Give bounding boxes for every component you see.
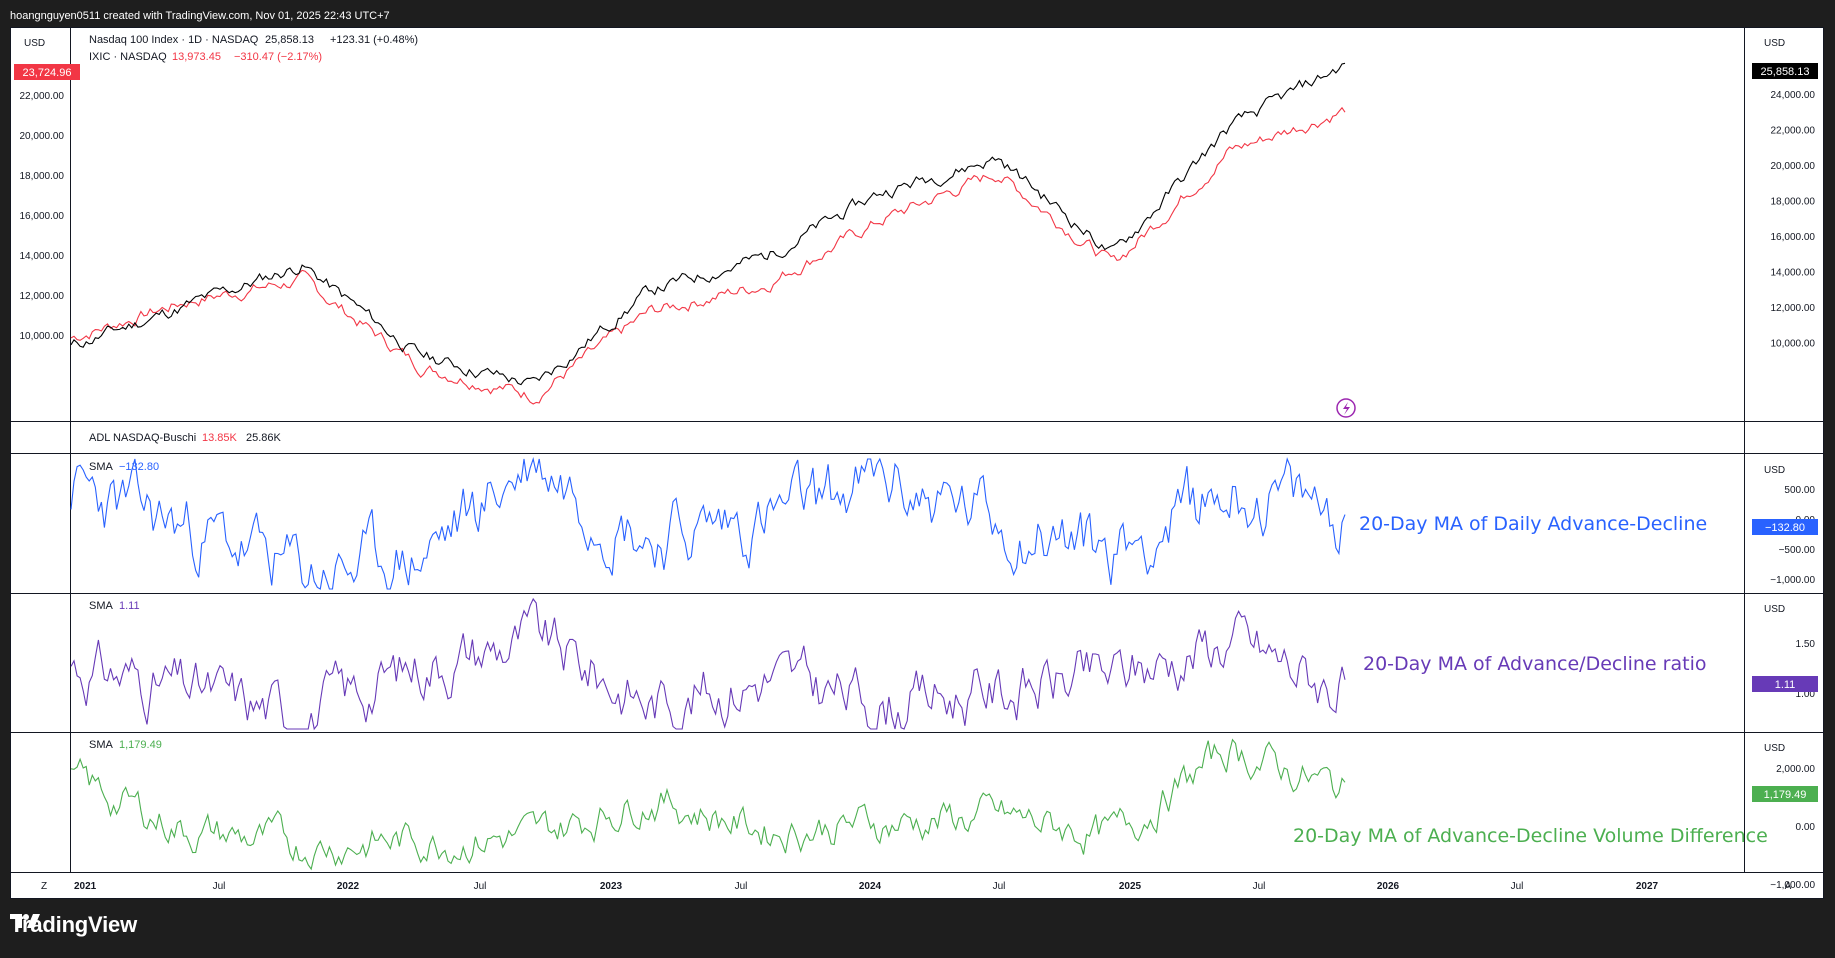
footer: TradingView [10, 912, 137, 938]
time-label-11: Jul [1511, 881, 1524, 892]
ndx-series-line [70, 62, 1346, 386]
time-label-9: Jul [1253, 881, 1266, 892]
ad-last-tag [1752, 519, 1818, 535]
ad-annotation: 20-Day MA of Daily Advance-Decline [1359, 513, 1707, 535]
adl-value-2: 25.86K [246, 432, 282, 444]
ratio-tick-0: 1.50 [1796, 639, 1816, 650]
vol-series-line [70, 738, 1346, 871]
time-label-3: Jul [474, 881, 487, 892]
time-label-1: Jul [213, 881, 226, 892]
chart-area[interactable]: Nasdaq 100 Index · 1D · NASDAQ 25,858.13… [10, 27, 1824, 899]
left-last-price-tag [14, 64, 80, 80]
time-label-2: 2022 [337, 881, 360, 892]
ratio-sma-label: SMA [89, 600, 114, 612]
flash-icon[interactable] [1336, 398, 1356, 418]
ratio-sma-value: 1.11 [119, 600, 140, 612]
vol-annotation: 20-Day MA of Advance-Decline Volume Diff… [1293, 825, 1768, 847]
vol-tick-0: 2,000.00 [1776, 764, 1815, 775]
time-axis-right-button[interactable]: A [1785, 881, 1792, 892]
main-right-tick-1: 22,000.00 [1771, 126, 1816, 137]
ad-tick-0: 500.00 [1784, 485, 1815, 496]
time-label-5: Jul [735, 881, 748, 892]
adl-label: ADL NASDAQ-Buschi [89, 432, 196, 444]
vol-sma-value: 1,179.49 [119, 739, 162, 751]
main-right-tick-3: 18,000.00 [1771, 197, 1816, 208]
main-legend-value-1: 25,858.13 [265, 34, 314, 46]
ratio-annotation: 20-Day MA of Advance/Decline ratio [1363, 653, 1706, 675]
ad-tick-3: −1,000.00 [1770, 575, 1815, 586]
vol-last-value: 1,179.49 [1764, 789, 1807, 801]
time-label-10: 2026 [1377, 881, 1400, 892]
main-legend-name-1: Nasdaq 100 Index · 1D · NASDAQ [89, 34, 259, 46]
ad-sma-value: −132.80 [119, 461, 159, 473]
ad-tick-2: −500.00 [1779, 545, 1816, 556]
main-left-tick-0: 22,000.00 [20, 91, 65, 102]
main-right-tick-6: 12,000.00 [1771, 303, 1816, 314]
time-label-0: 2021 [74, 881, 97, 892]
ad-last-value: −132.80 [1765, 522, 1805, 534]
time-label-7: Jul [993, 881, 1006, 892]
main-left-tick-3: 16,000.00 [20, 211, 65, 222]
time-label-8: 2025 [1119, 881, 1142, 892]
time-label-6: 2024 [859, 881, 882, 892]
ratio-series-line [70, 597, 1346, 731]
ratio-last-value: 1.11 [1775, 679, 1796, 691]
main-right-tick-0: 24,000.00 [1771, 90, 1816, 101]
ad-currency: USD [1764, 465, 1785, 476]
main-legend-value-2: 13,973.45 [172, 51, 221, 63]
right-last-price-tag [1752, 63, 1818, 79]
main-right-tick-7: 10,000.00 [1771, 339, 1816, 350]
main-legend-change-1: +123.31 (+0.48%) [330, 34, 418, 46]
time-label-12: 2027 [1636, 881, 1659, 892]
main-left-tick-6: 10,000.00 [20, 331, 65, 342]
main-legend-name-2: IXIC · NASDAQ [89, 51, 167, 63]
vol-tick-1: 0.00 [1796, 822, 1816, 833]
ixic-series-line [70, 106, 1346, 405]
tradingview-logo-icon [10, 914, 40, 928]
ratio-last-tag [1752, 676, 1818, 692]
ad-series-line [70, 456, 1346, 590]
attribution: hoangnguyen0511 created with TradingView… [10, 10, 390, 22]
main-left-tick-2: 18,000.00 [20, 171, 65, 182]
chart-svg[interactable]: Nasdaq 100 Index · 1D · NASDAQ 25,858.13… [10, 27, 1824, 899]
main-right-tick-4: 16,000.00 [1771, 232, 1816, 243]
vol-tick-2: −1,000.00 [1770, 880, 1815, 891]
right-last-price: 25,858.13 [1761, 66, 1810, 78]
main-right-tick-5: 14,000.00 [1771, 268, 1816, 279]
main-left-tick-1: 20,000.00 [20, 131, 65, 142]
main-left-tick-4: 14,000.00 [20, 251, 65, 262]
ratio-tick-1: 1.00 [1796, 689, 1816, 700]
left-last-price: 23,724.96 [23, 67, 72, 79]
ad-sma-label: SMA [89, 461, 114, 473]
time-label-4: 2023 [600, 881, 623, 892]
vol-currency: USD [1764, 743, 1785, 754]
main-left-tick-5: 12,000.00 [20, 291, 65, 302]
main-right-tick-2: 20,000.00 [1771, 161, 1816, 172]
time-axis-left-button[interactable]: Z [41, 881, 47, 892]
vol-last-tag [1752, 786, 1818, 802]
vol-sma-label: SMA [89, 739, 114, 751]
adl-value-1: 13.85K [202, 432, 238, 444]
main-legend-change-2: −310.47 (−2.17%) [234, 51, 322, 63]
right-currency: USD [1764, 38, 1785, 49]
left-currency: USD [24, 38, 45, 49]
ratio-currency: USD [1764, 604, 1785, 615]
